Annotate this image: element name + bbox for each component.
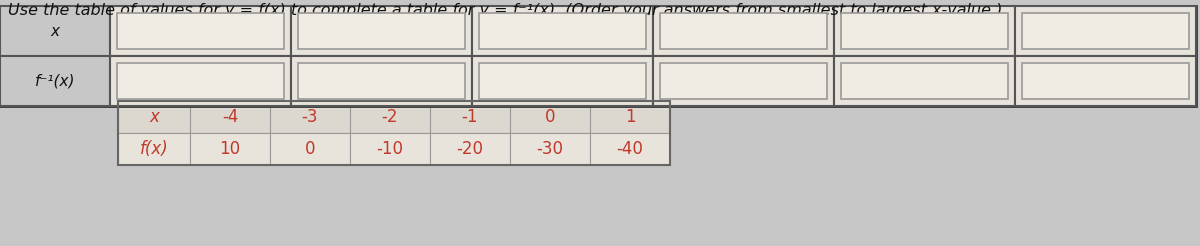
Bar xyxy=(660,63,827,99)
Bar xyxy=(590,101,670,133)
Text: 10: 10 xyxy=(220,140,240,158)
Bar xyxy=(110,6,292,56)
Bar xyxy=(472,56,653,106)
Bar xyxy=(653,56,834,106)
Text: Use the table of values for y = f(x) to complete a table for y = f⁻¹(x). (Order : Use the table of values for y = f(x) to … xyxy=(8,3,1002,18)
Text: -2: -2 xyxy=(382,108,398,126)
Bar xyxy=(1015,56,1196,106)
Bar xyxy=(298,13,466,49)
Text: -1: -1 xyxy=(462,108,479,126)
Bar xyxy=(292,56,472,106)
Text: -20: -20 xyxy=(456,140,484,158)
Bar xyxy=(270,133,350,165)
Bar xyxy=(834,6,1015,56)
Bar xyxy=(118,13,284,49)
Bar xyxy=(350,101,430,133)
Bar xyxy=(660,13,827,49)
Bar xyxy=(298,63,466,99)
Bar xyxy=(350,133,430,165)
Bar xyxy=(479,63,646,99)
Bar xyxy=(118,101,670,165)
Text: f(x): f(x) xyxy=(139,140,168,158)
Bar xyxy=(110,56,292,106)
Bar xyxy=(118,101,190,133)
Text: -3: -3 xyxy=(301,108,318,126)
Bar xyxy=(430,101,510,133)
Text: -40: -40 xyxy=(617,140,643,158)
Text: 0: 0 xyxy=(305,140,316,158)
Text: 1: 1 xyxy=(625,108,635,126)
Bar xyxy=(118,63,284,99)
Text: x: x xyxy=(149,108,158,126)
Bar xyxy=(430,133,510,165)
Bar xyxy=(1022,13,1189,49)
Bar xyxy=(841,13,1008,49)
Bar xyxy=(0,56,110,106)
Bar xyxy=(118,133,190,165)
Bar xyxy=(479,13,646,49)
Bar xyxy=(190,101,270,133)
Bar xyxy=(510,101,590,133)
Bar xyxy=(653,6,834,56)
Bar xyxy=(292,6,472,56)
Bar xyxy=(834,56,1015,106)
Text: -4: -4 xyxy=(222,108,238,126)
Text: -30: -30 xyxy=(536,140,564,158)
Bar xyxy=(590,133,670,165)
Bar xyxy=(841,63,1008,99)
Bar xyxy=(270,101,350,133)
Bar xyxy=(1015,6,1196,56)
Bar xyxy=(0,6,110,56)
Bar xyxy=(0,6,1196,106)
Bar xyxy=(1022,63,1189,99)
Text: f⁻¹(x): f⁻¹(x) xyxy=(35,74,76,89)
Bar xyxy=(472,6,653,56)
Text: -10: -10 xyxy=(377,140,403,158)
Bar xyxy=(190,133,270,165)
Text: 0: 0 xyxy=(545,108,556,126)
Bar xyxy=(510,133,590,165)
Text: x: x xyxy=(50,24,60,39)
